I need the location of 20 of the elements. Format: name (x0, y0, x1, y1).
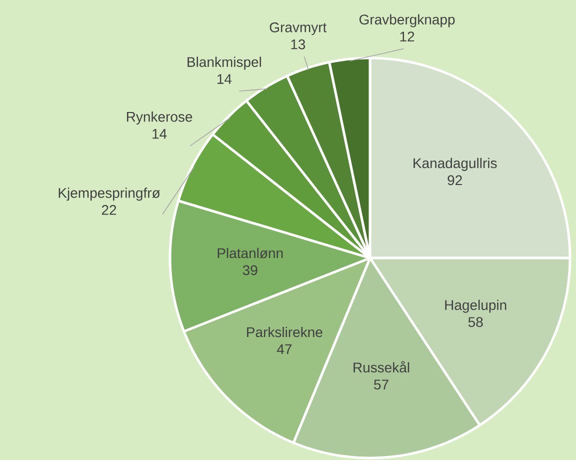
data-label: 57 (374, 380, 388, 390)
data-label: 39 (242, 265, 258, 276)
slice-label: Parkslirekne (247, 326, 322, 338)
data-label: 47 (276, 344, 292, 354)
data-label: 14 (217, 74, 232, 84)
data-label: 58 (468, 317, 483, 328)
slice-label: Kanadagullris (414, 158, 497, 171)
data-label: 12 (400, 32, 414, 42)
slice-label: Russekål (354, 361, 410, 372)
slice-label: Platanlønn (218, 248, 283, 258)
data-label: 13 (291, 39, 306, 50)
slice-label: Gravbergknapp (359, 14, 455, 28)
slice-label: Blankmispel (188, 56, 261, 70)
slice-label: Hagelupin (445, 300, 506, 313)
data-label: 92 (448, 175, 462, 186)
slice-label: Kjempespringfrø (58, 188, 160, 201)
slice-label: Rynkerose (126, 112, 192, 125)
data-label: 22 (102, 205, 116, 215)
data-label: 14 (152, 129, 167, 139)
slice-label: Gravmyrt (270, 22, 327, 36)
